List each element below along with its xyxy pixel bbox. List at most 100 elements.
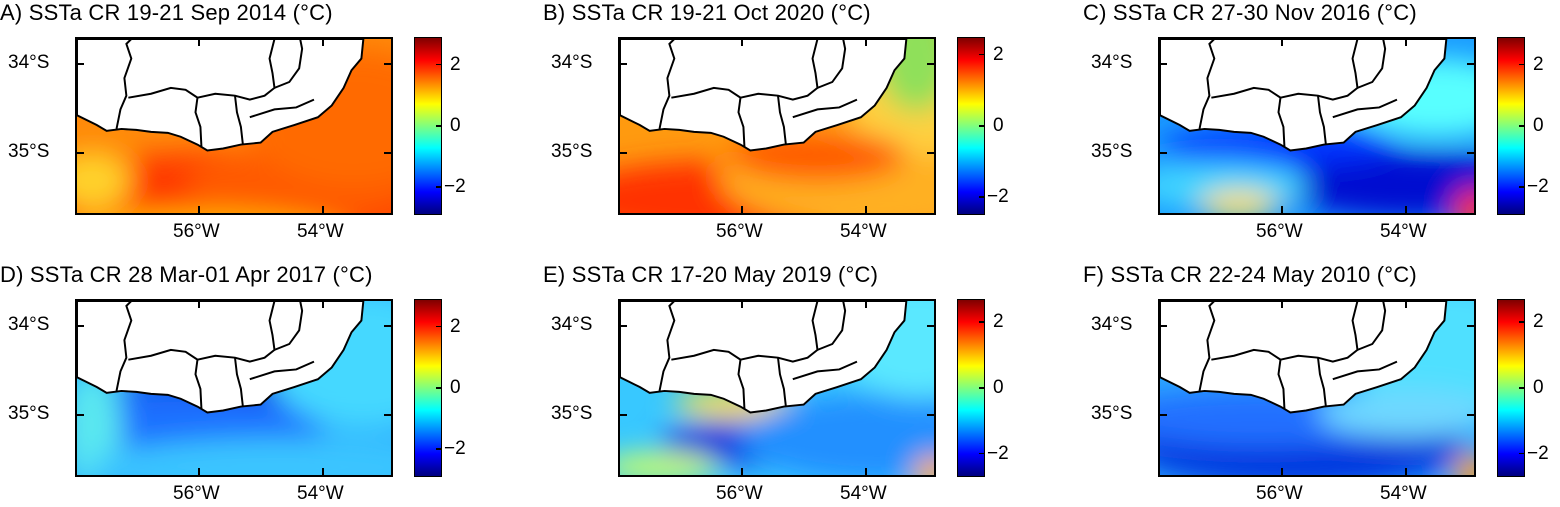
colorbar-tick bbox=[1519, 186, 1525, 188]
longitude-label: 56°W bbox=[173, 483, 220, 504]
colorbar-tick-label: 2 bbox=[450, 53, 461, 75]
longitude-label: 54°W bbox=[297, 221, 344, 242]
colorbar-tick-label: 0 bbox=[450, 377, 461, 398]
latitude-tick bbox=[620, 63, 627, 65]
map-panel-a: A) SSTa CR 19-21 Sep 2014 (°C) 34°S 35°S 56… bbox=[0, 0, 480, 245]
colorbar-tick-label: 0 bbox=[1533, 377, 1544, 398]
latitude-tick bbox=[384, 63, 391, 65]
longitude-tick bbox=[1281, 468, 1283, 475]
colorbar-tick-label: 0 bbox=[450, 115, 461, 136]
sst-field bbox=[77, 39, 391, 213]
panel-title: D) SSTa CR 28 Mar-01 Apr 2017 (°C) bbox=[0, 262, 373, 287]
sst-anomaly-map bbox=[1158, 299, 1476, 477]
map-panel-e: E) SSTa CR 17-20 May 2019 (°C) 34°S 35°S 56… bbox=[543, 262, 1023, 507]
colorbar-tick bbox=[436, 63, 442, 66]
longitude-label: 54°W bbox=[1380, 221, 1427, 242]
latitude-tick bbox=[77, 152, 84, 154]
panel-title: B) SSTa CR 19-21 Oct 2020 (°C) bbox=[543, 0, 871, 25]
province-border bbox=[249, 360, 315, 381]
longitude-label: 54°W bbox=[840, 221, 887, 242]
province-border bbox=[1317, 95, 1327, 145]
longitude-tick bbox=[198, 39, 200, 46]
longitude-tick bbox=[1405, 39, 1407, 46]
latitude-tick bbox=[1467, 414, 1474, 416]
province-border bbox=[1280, 301, 1359, 363]
province-border bbox=[777, 95, 787, 145]
province-border bbox=[128, 86, 203, 147]
longitude-tick bbox=[1281, 39, 1283, 46]
latitude-tick bbox=[1160, 414, 1167, 416]
latitude-label: 35°S bbox=[551, 141, 593, 162]
province-border bbox=[1198, 39, 1216, 130]
anomaly-patch bbox=[1278, 151, 1474, 213]
colorbar-tick-label: −2 bbox=[987, 186, 1009, 208]
sst-field bbox=[620, 301, 934, 475]
latitude-tick bbox=[927, 63, 934, 65]
latitude-tick bbox=[620, 414, 627, 416]
map-panel-f: F) SSTa CR 22-24 May 2010 (°C) 34°S 35°S 56… bbox=[1083, 262, 1560, 507]
colorbar-tick-label: 0 bbox=[993, 377, 1004, 398]
province-border bbox=[817, 39, 847, 89]
province-border bbox=[1198, 301, 1216, 392]
latitude-tick bbox=[77, 63, 84, 65]
panel-title: E) SSTa CR 17-20 May 2019 (°C) bbox=[543, 262, 879, 287]
province-border bbox=[792, 360, 858, 381]
latitude-tick bbox=[77, 414, 84, 416]
province-border bbox=[1357, 301, 1387, 351]
longitude-label: 56°W bbox=[173, 221, 220, 242]
colorbar-tick-label: −2 bbox=[1527, 442, 1549, 464]
latitude-tick bbox=[1160, 63, 1167, 65]
latitude-label: 35°S bbox=[8, 403, 50, 424]
province-border bbox=[671, 86, 746, 147]
colorbar bbox=[1497, 299, 1525, 477]
longitude-label: 54°W bbox=[1380, 483, 1427, 504]
anomaly-patch bbox=[1454, 453, 1474, 475]
colorbar-tick-label: 2 bbox=[993, 43, 1004, 65]
panel-title: A) SSTa CR 19-21 Sep 2014 (°C) bbox=[0, 0, 333, 25]
anomaly-patch bbox=[1199, 190, 1279, 213]
colorbar-tick bbox=[979, 321, 985, 323]
latitude-label: 35°S bbox=[551, 403, 593, 424]
province-border bbox=[1317, 357, 1327, 407]
longitude-tick bbox=[865, 301, 867, 308]
panel-title: F) SSTa CR 22-24 May 2010 (°C) bbox=[1083, 262, 1417, 287]
anomaly-patch bbox=[86, 437, 391, 475]
longitude-tick bbox=[198, 301, 200, 308]
province-border bbox=[792, 98, 858, 119]
latitude-label: 34°S bbox=[8, 314, 50, 335]
latitude-label: 35°S bbox=[8, 141, 50, 162]
latitude-tick bbox=[1160, 325, 1167, 327]
province-border bbox=[197, 39, 276, 101]
colorbar-tick bbox=[979, 387, 985, 389]
province-border bbox=[1280, 39, 1359, 101]
colorbar-tick bbox=[979, 452, 985, 455]
latitude-label: 34°S bbox=[1091, 52, 1133, 73]
province-border bbox=[1332, 360, 1398, 381]
sst-anomaly-map bbox=[618, 299, 936, 477]
latitude-tick bbox=[927, 325, 934, 327]
colorbar-tick bbox=[436, 325, 442, 328]
province-border bbox=[671, 348, 746, 409]
latitude-tick bbox=[1467, 63, 1474, 65]
colorbar-tick-label: 0 bbox=[993, 115, 1004, 136]
colorbar-tick bbox=[436, 125, 442, 127]
province-border bbox=[658, 301, 676, 392]
longitude-tick bbox=[1405, 301, 1407, 308]
colorbar-tick-label: 2 bbox=[993, 311, 1004, 333]
latitude-tick bbox=[927, 414, 934, 416]
province-border bbox=[740, 39, 819, 101]
province-border bbox=[817, 301, 847, 351]
latitude-tick bbox=[384, 325, 391, 327]
latitude-label: 34°S bbox=[1091, 314, 1133, 335]
latitude-tick bbox=[1467, 325, 1474, 327]
province-border bbox=[234, 95, 244, 145]
colorbar-tick bbox=[436, 448, 442, 450]
province-border bbox=[115, 301, 133, 392]
map-panel-d: D) SSTa CR 28 Mar-01 Apr 2017 (°C) 34°S 35… bbox=[0, 262, 480, 507]
longitude-tick bbox=[1281, 206, 1283, 213]
longitude-tick bbox=[865, 39, 867, 46]
province-border bbox=[1357, 39, 1387, 89]
colorbar-tick-label: −2 bbox=[1527, 176, 1549, 198]
longitude-label: 56°W bbox=[716, 221, 763, 242]
map-panel-c: C) SSTa CR 27-30 Nov 2016 (°C) 34°S 35°S 56… bbox=[1083, 0, 1560, 245]
